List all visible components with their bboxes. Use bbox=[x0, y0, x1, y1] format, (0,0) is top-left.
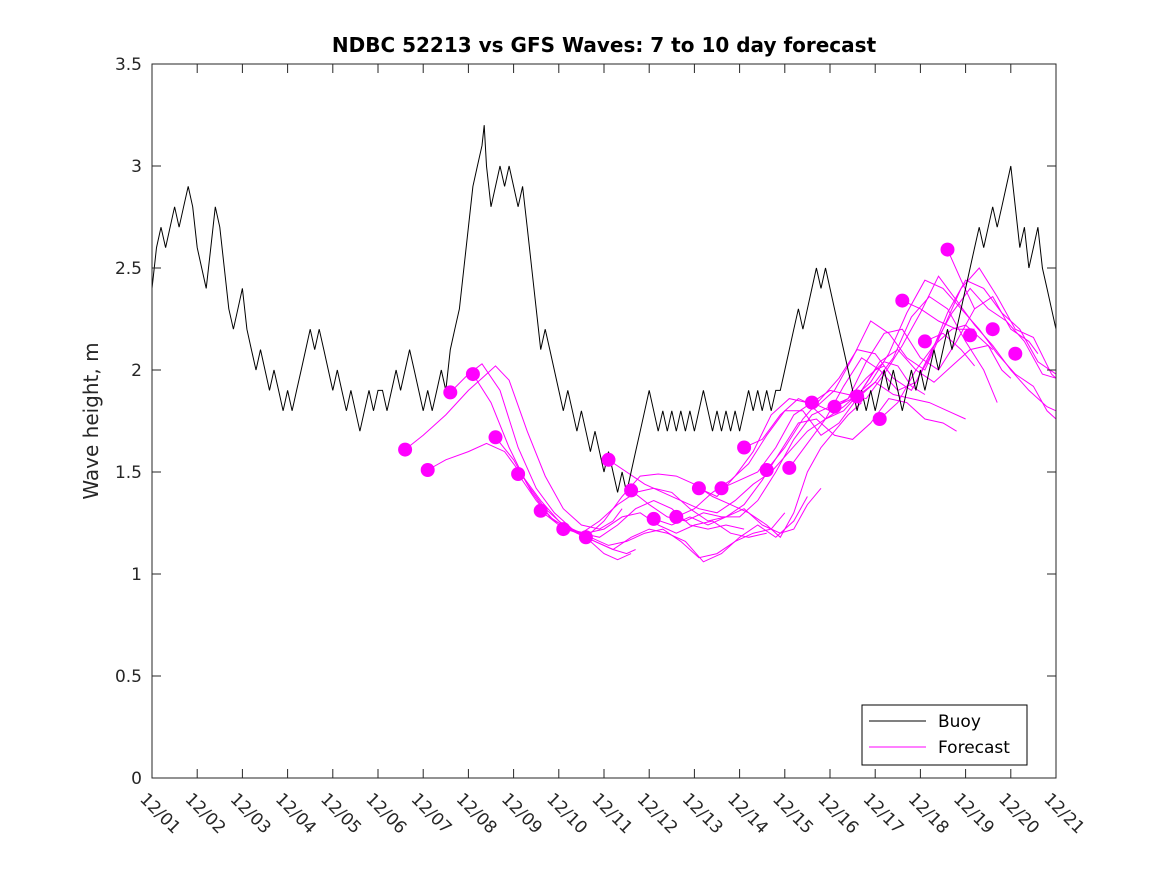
forecast-marker-9 bbox=[601, 452, 616, 467]
y-tick-label-2: 1 bbox=[131, 565, 142, 585]
legend: Buoy Forecast bbox=[861, 704, 1028, 766]
forecast-marker-16 bbox=[759, 463, 774, 477]
forecast-marker-10 bbox=[624, 483, 639, 498]
forecast-line-11 bbox=[653, 398, 957, 526]
forecast-marker-22 bbox=[895, 293, 910, 308]
forecast-marker-21 bbox=[872, 412, 887, 426]
y-tick-labels: 0 0.5 1 1.5 2 2.5 3 3.5 bbox=[115, 55, 142, 789]
forecast-line-22 bbox=[902, 300, 975, 330]
y-tick-label-3: 1.5 bbox=[115, 463, 142, 483]
forecast-line-3 bbox=[472, 373, 745, 538]
forecast-marker-27 bbox=[1008, 346, 1023, 361]
axes-layer bbox=[151, 63, 1057, 779]
forecast-marker-1 bbox=[420, 463, 435, 477]
forecast-marker-15 bbox=[737, 440, 752, 455]
forecast-marker-2 bbox=[443, 385, 458, 400]
forecast-marker-7 bbox=[556, 522, 571, 537]
forecast-marker-14 bbox=[714, 481, 729, 496]
forecast-marker-6 bbox=[533, 503, 548, 518]
forecast-marker-17 bbox=[782, 460, 797, 475]
forecast-marker-18 bbox=[804, 395, 819, 410]
forecast-marker-5 bbox=[511, 467, 526, 481]
y-tick-label-4: 2 bbox=[131, 361, 142, 381]
forecast-line-23 bbox=[924, 332, 975, 367]
forecast-line-15 bbox=[743, 267, 1057, 448]
legend-label-buoy: Buoy bbox=[938, 712, 981, 732]
forecast-line-14 bbox=[721, 295, 1039, 489]
forecast-marker-20 bbox=[850, 389, 865, 404]
y-axis-label: Wave height, m bbox=[79, 342, 103, 499]
forecast-marker-4 bbox=[488, 430, 503, 445]
forecast-marker-11 bbox=[646, 511, 661, 526]
forecast-marker-8 bbox=[578, 530, 593, 545]
forecast-marker-3 bbox=[465, 367, 480, 382]
forecast-marker-24 bbox=[940, 242, 955, 257]
marker-layer bbox=[398, 242, 1023, 545]
forecast-line-24 bbox=[947, 249, 976, 310]
forecast-marker-19 bbox=[827, 399, 842, 414]
forecast-line-2 bbox=[449, 363, 632, 561]
legend-label-forecast: Forecast bbox=[938, 738, 1010, 758]
forecast-marker-13 bbox=[691, 481, 706, 496]
y-tick-label-7: 3.5 bbox=[115, 55, 142, 75]
buoy-line bbox=[151, 125, 1057, 493]
forecast-line-20 bbox=[856, 295, 998, 403]
y-tick-label-5: 2.5 bbox=[115, 259, 142, 279]
forecast-marker-0 bbox=[398, 442, 413, 457]
y-tick-label-1: 0.5 bbox=[115, 667, 142, 687]
y-tick-label-6: 3 bbox=[131, 157, 142, 177]
forecast-marker-25 bbox=[963, 328, 978, 343]
series-layer bbox=[151, 125, 1057, 563]
forecast-marker-26 bbox=[985, 322, 1000, 337]
legend-box bbox=[861, 704, 1028, 766]
forecast-line-19 bbox=[834, 279, 1057, 420]
y-tick-label-0: 0 bbox=[131, 769, 142, 789]
chart-title: NDBC 52213 vs GFS Waves: 7 to 10 day for… bbox=[332, 33, 877, 57]
forecast-marker-23 bbox=[917, 334, 932, 349]
forecast-line-9 bbox=[608, 365, 885, 514]
plot-area bbox=[152, 64, 1056, 778]
forecast-marker-12 bbox=[669, 509, 684, 524]
